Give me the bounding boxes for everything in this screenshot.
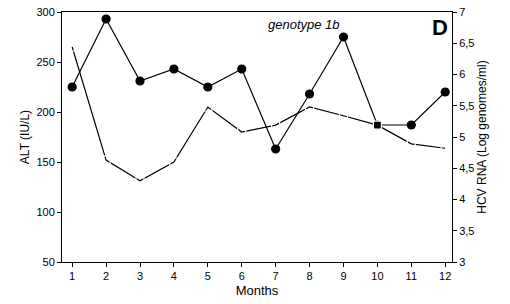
svg-text:5: 5 (205, 270, 211, 282)
svg-text:10: 10 (371, 270, 383, 282)
svg-text:150: 150 (36, 156, 54, 168)
svg-text:300: 300 (36, 6, 54, 18)
svg-text:7: 7 (273, 270, 279, 282)
svg-text:4: 4 (459, 193, 465, 205)
svg-text:Months: Months (236, 283, 279, 298)
svg-text:3,5: 3,5 (459, 225, 474, 237)
svg-text:12: 12 (439, 270, 451, 282)
svg-text:7: 7 (459, 6, 465, 18)
svg-text:5,5: 5,5 (459, 100, 474, 112)
svg-text:4: 4 (171, 270, 177, 282)
svg-text:8: 8 (307, 270, 313, 282)
svg-text:5: 5 (459, 131, 465, 143)
svg-text:100: 100 (36, 206, 54, 218)
svg-text:ALT (IU/L): ALT (IU/L) (18, 110, 32, 164)
svg-text:genotype 1b: genotype 1b (268, 17, 340, 32)
svg-text:250: 250 (36, 56, 54, 68)
svg-text:1: 1 (69, 270, 75, 282)
svg-text:50: 50 (43, 256, 55, 268)
svg-text:11: 11 (406, 270, 417, 282)
svg-text:9: 9 (340, 270, 346, 282)
svg-text:2: 2 (103, 270, 109, 282)
svg-text:200: 200 (36, 106, 54, 118)
svg-text:3: 3 (459, 256, 465, 268)
svg-text:6: 6 (239, 270, 245, 282)
svg-text:4,5: 4,5 (459, 162, 474, 174)
svg-text:3: 3 (137, 270, 143, 282)
svg-text:6,5: 6,5 (459, 37, 474, 49)
svg-text:HCV RNA (Log genomes/ml): HCV RNA (Log genomes/ml) (475, 60, 489, 213)
svg-text:D: D (432, 15, 448, 40)
svg-text:6: 6 (459, 68, 465, 80)
